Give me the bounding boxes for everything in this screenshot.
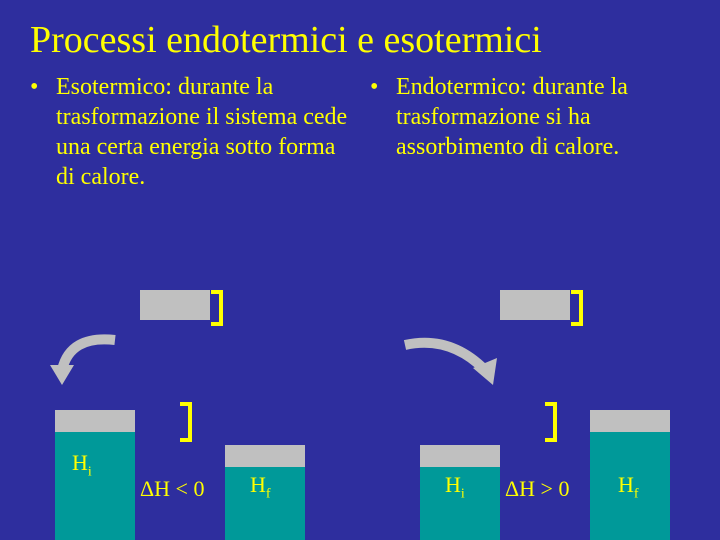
left-hf-label: Hf <box>250 472 271 502</box>
right-column: • Endotermico: durante la trasformazione… <box>370 72 690 192</box>
left-bracket-mid <box>180 402 192 442</box>
diagram-area: Hi ΔH < 0 Hf Hi ΔH > 0 Hf <box>0 280 720 540</box>
bullet-right: • <box>370 72 396 162</box>
left-heat-box <box>140 290 210 320</box>
page-title: Processi endotermici e esotermici <box>0 0 720 72</box>
right-hi-label: Hi <box>445 472 465 502</box>
text-columns: • Esotermico: durante la trasformazione … <box>0 72 720 192</box>
left-dh-label: ΔH < 0 <box>140 476 204 502</box>
left-bracket-top <box>211 290 223 326</box>
bullet-left: • <box>30 72 56 192</box>
left-column: • Esotermico: durante la trasformazione … <box>30 72 350 192</box>
left-bar-hi <box>55 410 135 540</box>
right-bracket-top <box>571 290 583 326</box>
left-hi-label: Hi <box>72 450 92 480</box>
right-hf-label: Hf <box>618 472 639 502</box>
left-curve-arrow <box>50 330 130 390</box>
left-text: Esotermico: durante la trasformazione il… <box>56 72 350 192</box>
right-bracket-mid <box>545 402 557 442</box>
right-text: Endotermico: durante la trasformazione s… <box>396 72 690 162</box>
right-curve-arrow <box>395 330 505 400</box>
right-dh-label: ΔH > 0 <box>505 476 569 502</box>
right-heat-box <box>500 290 570 320</box>
